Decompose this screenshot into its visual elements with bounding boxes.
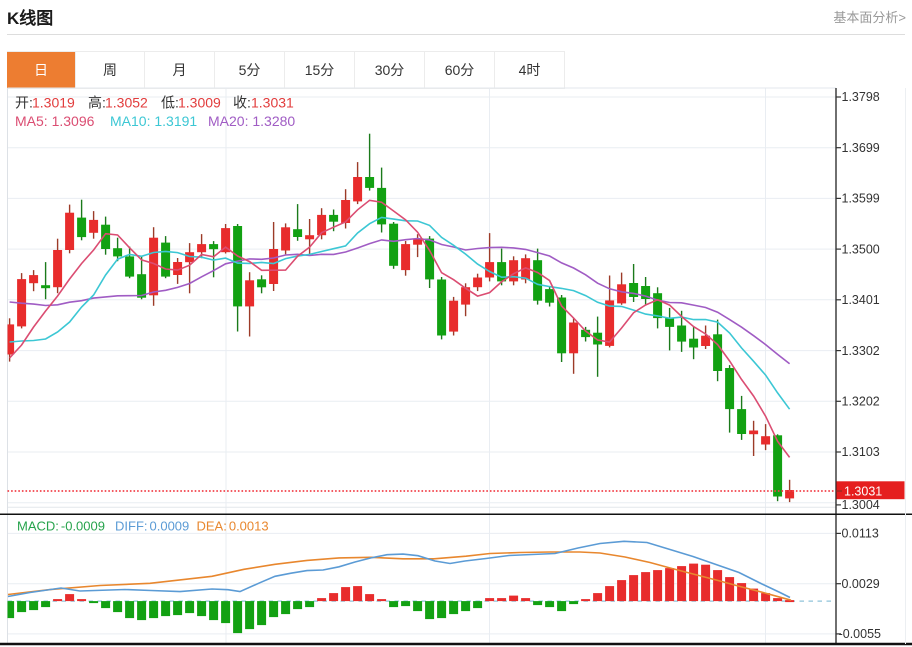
svg-text:1.3031: 1.3031 (251, 95, 294, 111)
svg-text:1.3009: 1.3009 (178, 95, 221, 111)
svg-text:MACD:-0.0009: MACD: -0.0009 (17, 519, 105, 534)
svg-text:0.0029: 0.0029 (842, 577, 880, 591)
svg-text:1.3302: 1.3302 (842, 344, 880, 358)
svg-text:MA20: 1.3280: MA20: 1.3280 (208, 113, 295, 129)
svg-text:-0.0055: -0.0055 (839, 627, 881, 641)
svg-text:高:: 高: (88, 95, 106, 111)
svg-text:开:: 开: (15, 95, 33, 111)
svg-text:1.3798: 1.3798 (842, 90, 880, 104)
svg-text:0.0113: 0.0113 (842, 527, 879, 541)
svg-text:1.3699: 1.3699 (842, 141, 880, 155)
svg-text:1.3004: 1.3004 (842, 498, 880, 512)
svg-text:MA10: 1.3191: MA10: 1.3191 (110, 113, 197, 129)
svg-text:1.3202: 1.3202 (842, 395, 880, 409)
svg-text:1.3599: 1.3599 (842, 192, 880, 206)
svg-text:1.3500: 1.3500 (842, 242, 880, 256)
svg-text:1.3052: 1.3052 (105, 95, 148, 111)
svg-text:1.3103: 1.3103 (842, 445, 880, 459)
svg-text:MA5: 1.3096: MA5: 1.3096 (15, 113, 95, 129)
svg-text:低:: 低: (161, 95, 179, 111)
svg-text:DEA:0.0013: DEA: 0.0013 (197, 519, 269, 534)
svg-text:1.3019: 1.3019 (32, 95, 75, 111)
svg-text:1.3401: 1.3401 (842, 293, 880, 307)
svg-text:收:: 收: (233, 95, 251, 111)
svg-text:1.3031: 1.3031 (844, 485, 882, 499)
svg-text:DIFF:0.0009: DIFF: 0.0009 (115, 519, 189, 534)
